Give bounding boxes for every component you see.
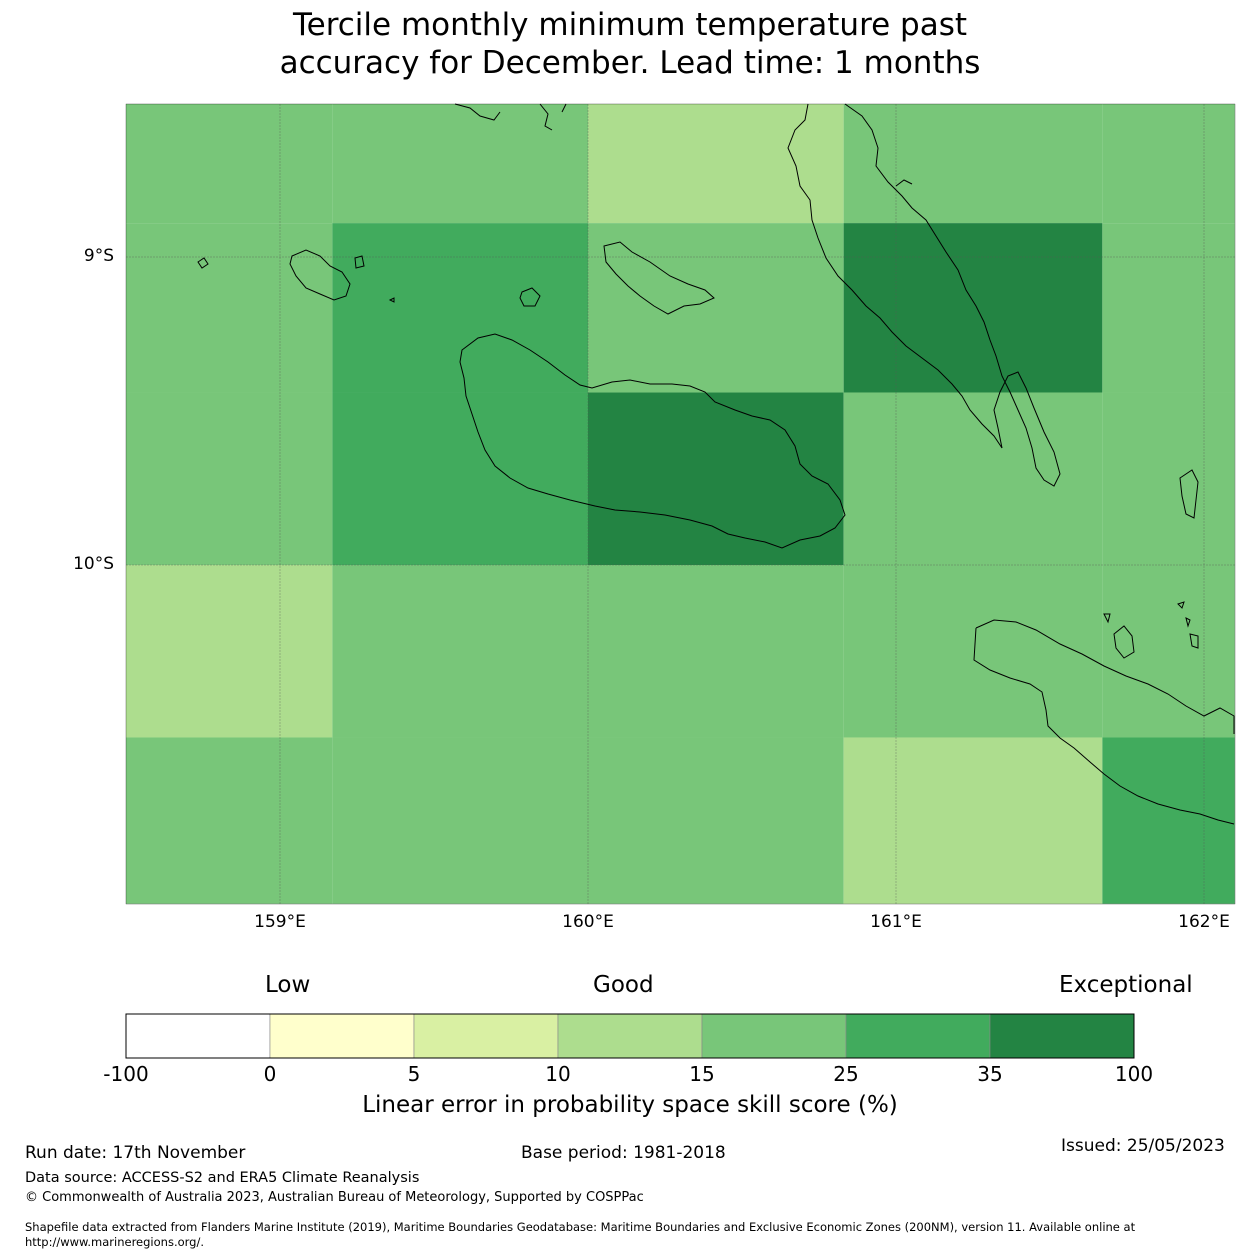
x-tick-label: 161°E — [870, 912, 922, 932]
heatmap-cell — [843, 392, 1103, 565]
heatmap-cell — [1102, 104, 1235, 224]
heatmap-cell — [126, 392, 333, 565]
heatmap-cell — [126, 223, 333, 393]
heatmap-cell — [332, 565, 588, 738]
x-tick-label: 159°E — [254, 912, 306, 932]
colorbar-swatch — [989, 1013, 1135, 1059]
colorbar-swatch — [269, 1013, 415, 1059]
colorbar-label: Linear error in probability space skill … — [362, 1092, 898, 1118]
y-tick-label: 9°S — [83, 246, 114, 266]
coastline-florida-islands — [603, 241, 715, 315]
y-tick-label: 10°S — [73, 554, 114, 574]
coastline-islet-west — [197, 257, 209, 269]
x-tick-label: 160°E — [562, 912, 614, 932]
coastline-russell-islands — [289, 249, 351, 301]
chart-title-line-2: accuracy for December. Lead time: 1 mont… — [279, 45, 981, 81]
coastline-islet-russell — [354, 255, 365, 269]
colorbar-tick-label: 5 — [407, 1062, 421, 1086]
coastline-malaita-east — [844, 103, 1061, 487]
category-good: Good — [593, 972, 654, 998]
colorbar-swatch — [845, 1013, 991, 1059]
heatmap-cell — [332, 737, 588, 904]
coastline-makira — [973, 619, 1235, 825]
heatmap-cell — [588, 223, 844, 393]
coastline-ugi-island — [1113, 625, 1135, 659]
colorbar-frame — [125, 1013, 1135, 1059]
coastline-malaita-islets — [895, 179, 1199, 649]
heatmap-cell — [332, 223, 588, 393]
heatmap-cell — [843, 565, 1103, 738]
coastline-guadalcanal — [459, 333, 846, 549]
data-source: Data source: ACCESS-S2 and ERA5 Climate … — [25, 1170, 420, 1186]
colorbar-tick-label: 10 — [545, 1062, 571, 1086]
coastline-islet-small — [388, 297, 395, 303]
graticule — [126, 104, 1235, 904]
colorbar-tick-label: 25 — [833, 1062, 859, 1086]
colorbar-tick-label: 100 — [1114, 1062, 1154, 1086]
heatmap-cell — [332, 392, 588, 565]
heatmap-cell — [1102, 392, 1235, 565]
issued-date: Issued: 25/05/2023 — [1061, 1136, 1225, 1156]
heatmap-cells — [126, 104, 1235, 904]
copyright: © Commonwealth of Australia 2023, Austra… — [25, 1190, 644, 1205]
colorbar-swatch — [701, 1013, 847, 1059]
colorbar-tick-label: 0 — [263, 1062, 277, 1086]
colorbar-tick-label: 35 — [977, 1062, 1003, 1086]
heatmap-cell — [1102, 737, 1235, 904]
heatmap-cell — [588, 737, 844, 904]
coastline-santa-isabel — [454, 103, 567, 131]
coastline-savo-island — [519, 287, 541, 307]
heatmap-cell — [588, 565, 844, 738]
heatmap-cell — [332, 104, 588, 224]
heatmap-cell — [126, 737, 333, 904]
heatmap-cell — [588, 104, 844, 224]
colorbar-tick-label: 15 — [689, 1062, 715, 1086]
x-tick-label: 162°E — [1178, 912, 1230, 932]
heatmap-cell — [843, 737, 1103, 904]
chart-title: Tercile monthly minimum temperature past… — [0, 6, 1260, 82]
base-period: Base period: 1981-2018 — [521, 1143, 726, 1163]
colorbar-swatch — [125, 1013, 271, 1059]
colorbar — [125, 1013, 1135, 1059]
heatmap-cell — [126, 565, 333, 738]
category-low: Low — [265, 972, 311, 998]
shapefile-credit-line-1: Shapefile data extracted from Flanders M… — [25, 1220, 1136, 1234]
category-exceptional: Exceptional — [1059, 972, 1193, 998]
heatmap-cell — [843, 104, 1103, 224]
heatmap-cell — [126, 104, 333, 224]
coastline-malaita-west — [787, 103, 1003, 449]
heatmap-cell — [843, 223, 1103, 393]
heatmap-cell — [1102, 565, 1235, 738]
chart-title-line-1: Tercile monthly minimum temperature past — [292, 7, 968, 43]
colorbar-swatch — [557, 1013, 703, 1059]
coastlines — [197, 103, 1235, 825]
heatmap-cell — [588, 392, 844, 565]
colorbar-tick-label: -100 — [103, 1062, 149, 1086]
shapefile-credit-line-2: http://www.marineregions.org/. — [25, 1235, 204, 1249]
colorbar-swatch — [413, 1013, 559, 1059]
heatmap-cell — [1102, 223, 1235, 393]
run-date: Run date: 17th November — [25, 1143, 246, 1163]
